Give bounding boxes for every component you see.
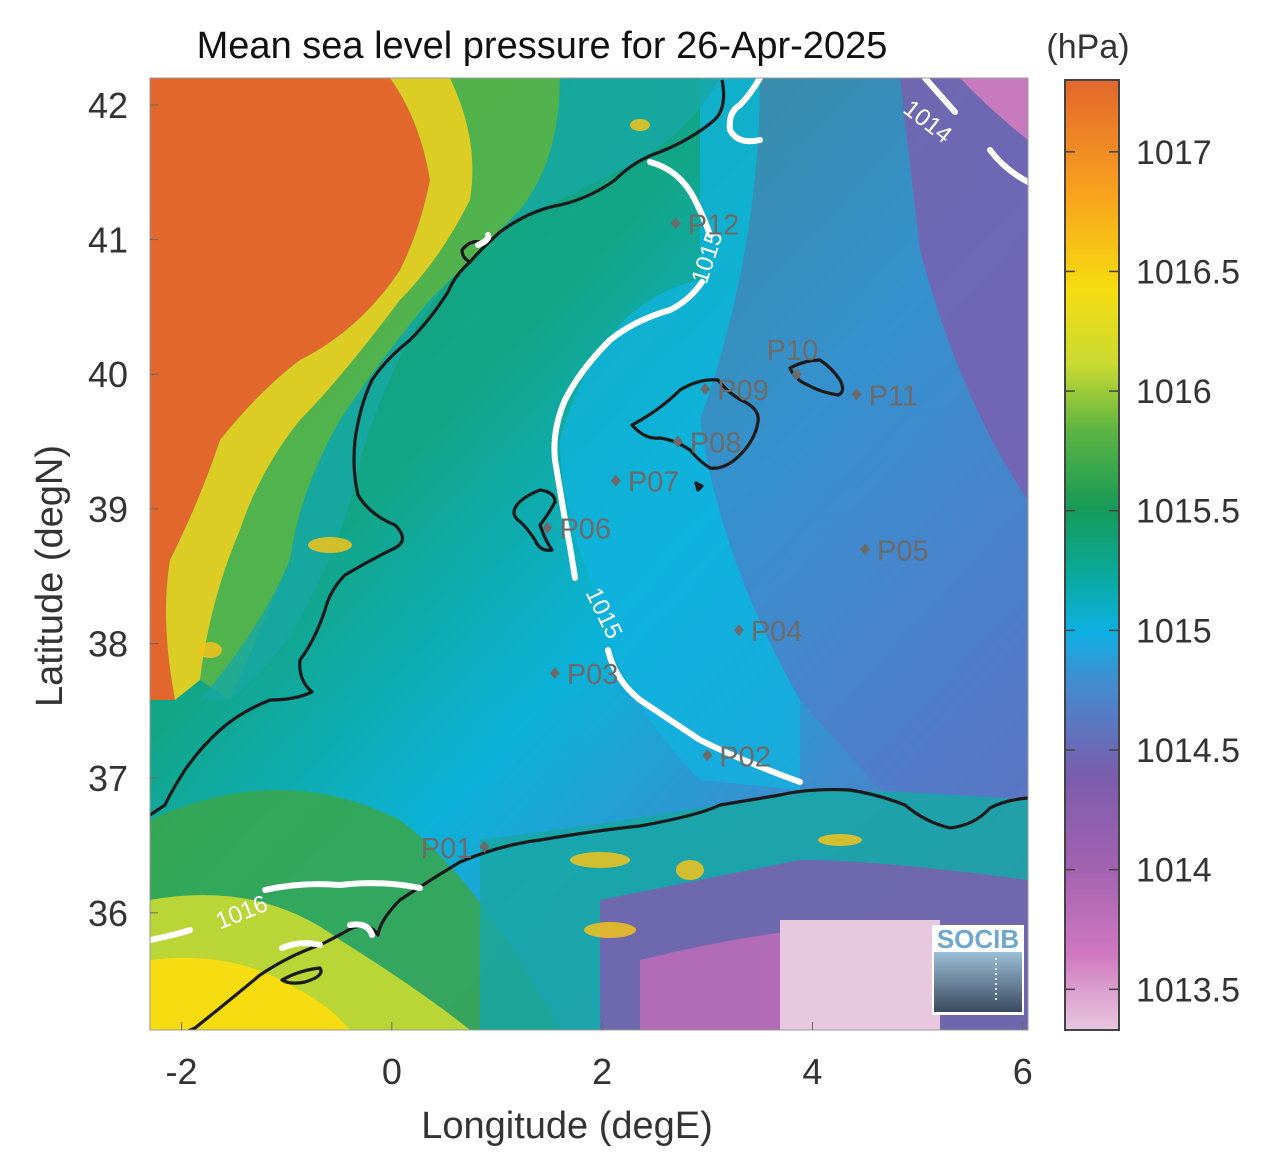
colorbar-tick-label: 1016.5 — [1136, 253, 1240, 291]
y-tick-label: 36 — [88, 893, 128, 934]
colorbar-unit: (hPa) — [1046, 28, 1129, 66]
x-axis-ticks: -2 0 2 4 6 — [166, 1022, 1033, 1092]
x-tick-label: 4 — [802, 1051, 822, 1092]
station-label: P07 — [628, 467, 680, 499]
y-axis-ticks: 42 41 40 39 38 37 36 — [88, 85, 158, 934]
logo-wave-panel — [934, 952, 1022, 1012]
y-tick-label: 37 — [88, 758, 128, 799]
y-axis-label: Latitude (degN) — [29, 445, 71, 707]
station-label: P03 — [567, 659, 619, 691]
logo-text: SOCIB — [937, 924, 1019, 954]
y-tick-label: 39 — [88, 489, 128, 530]
colorbar-tick-label: 1015 — [1136, 612, 1212, 650]
colorbar: (hPa) 1017 1016.5 1016 1015.5 1015 1014.5 1014… — [1046, 28, 1240, 1030]
x-tick-label: 0 — [382, 1051, 402, 1092]
colorbar-tick-label: 1013.5 — [1136, 971, 1240, 1009]
colorbar-tick-label: 1014 — [1136, 852, 1212, 890]
chart-title: Mean sea level pressure for 26-Apr-2025 — [197, 25, 888, 67]
station-label: P02 — [719, 741, 771, 773]
x-tick-label: -2 — [166, 1051, 198, 1092]
y-tick-label: 42 — [88, 85, 128, 126]
y-tick-label: 40 — [88, 354, 128, 395]
station-label: P06 — [559, 514, 611, 546]
station-label: P04 — [751, 616, 803, 648]
station-label: P05 — [877, 535, 929, 567]
colorbar-ramp — [1065, 80, 1119, 1030]
socib-logo: SOCIB — [932, 924, 1024, 1015]
colorbar-tick-label: 1016 — [1136, 373, 1212, 411]
colorbar-tick-label: 1014.5 — [1136, 732, 1240, 770]
colorbar-tick-label: 1015.5 — [1136, 493, 1240, 531]
x-axis-label: Longitude (degE) — [421, 1105, 713, 1147]
colorbar-tick-label: 1017 — [1136, 134, 1212, 172]
north-africa-pink — [780, 920, 940, 1030]
station-label: P10 — [767, 335, 819, 367]
station-label: P09 — [717, 375, 769, 407]
station-label: P01 — [421, 833, 473, 865]
y-tick-label: 38 — [88, 624, 128, 665]
y-tick-label: 41 — [88, 220, 128, 261]
x-tick-label: 6 — [1013, 1051, 1033, 1092]
x-tick-label: 2 — [592, 1051, 612, 1092]
station-label: P12 — [688, 209, 740, 241]
station-label: P11 — [869, 380, 918, 412]
station-label: P08 — [690, 428, 742, 460]
